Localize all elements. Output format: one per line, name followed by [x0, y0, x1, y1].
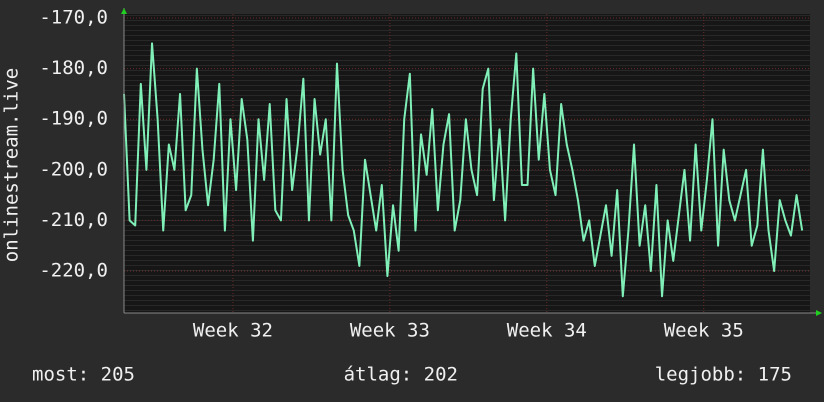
footer-current: most: 205 [32, 364, 135, 386]
y-tick-label: -210,0 [39, 209, 108, 231]
x-tick-label: Week 35 [664, 320, 744, 342]
x-tick-label: Week 34 [507, 320, 587, 342]
x-arrow [816, 310, 822, 316]
x-tick-label: Week 32 [193, 320, 273, 342]
x-tick-label: Week 33 [350, 320, 430, 342]
line-series [123, 42, 804, 298]
y-tick-label: -220,0 [39, 260, 108, 282]
y-tick-label: -190,0 [39, 108, 108, 130]
footer-average: átlag: 202 [344, 364, 458, 386]
y-tick-label: -180,0 [39, 57, 108, 79]
footer-best: legjobb: 175 [655, 364, 792, 386]
y-tick-label: -170,0 [39, 7, 108, 29]
y-tick-label: -200,0 [39, 158, 108, 180]
minor-grid [124, 14, 810, 313]
y-arrow [121, 8, 127, 14]
y-axis-label: onlinestream.live [1, 68, 23, 262]
